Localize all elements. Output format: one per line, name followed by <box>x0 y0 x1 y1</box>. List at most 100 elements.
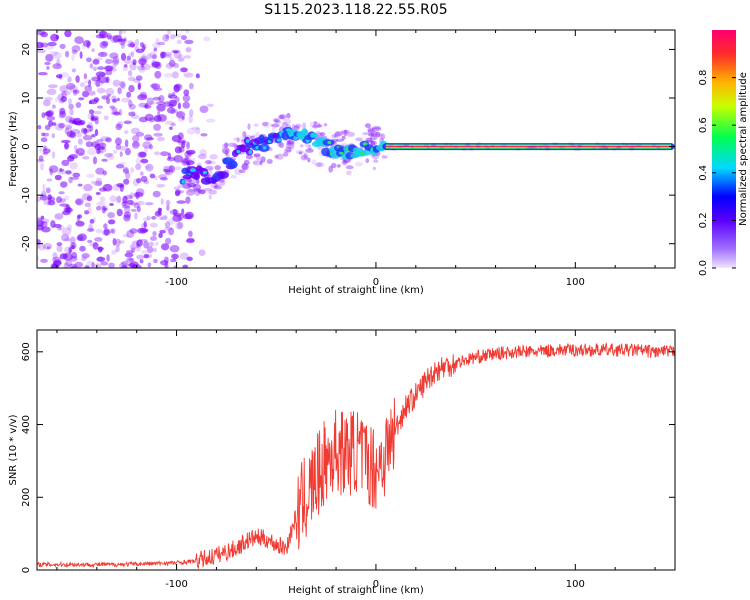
spectrogram-noise-point <box>111 95 117 103</box>
spectrogram-noise-point <box>120 41 125 49</box>
spectrogram-band-halo <box>448 142 454 146</box>
spectrogram-halo-point <box>287 140 295 145</box>
spectrogram-noise-point <box>150 236 157 241</box>
spectrogram-noise-point <box>170 258 177 263</box>
spectrogram-noise-point <box>91 133 96 138</box>
spectrogram-noise-point <box>133 202 140 209</box>
spectrogram-noise-point <box>156 104 166 112</box>
spectrogram-noise-point <box>59 168 65 172</box>
spectrogram-ridge-core <box>303 130 308 134</box>
spectrogram-halo-point <box>291 123 296 130</box>
spectrogram-noise-point <box>125 250 135 254</box>
spectrogram-ridge-point <box>227 160 238 169</box>
spectrogram-noise-point <box>134 39 140 47</box>
spectrogram-halo-point <box>184 155 189 161</box>
spectrogram-noise-point <box>67 224 73 231</box>
spectrogram-noise-point <box>59 203 69 207</box>
spectrogram-noise-point <box>41 132 46 137</box>
spectrogram-noise-point <box>51 151 56 159</box>
spectrogram-noise-point <box>156 183 165 188</box>
spectrogram-noise-point <box>52 51 62 60</box>
spectrogram-noise-point <box>46 88 57 96</box>
spectrogram-noise-point <box>61 210 71 216</box>
spectrogram-noise-point <box>116 121 124 129</box>
spectrogram-halo-point <box>369 133 376 137</box>
spectrogram-noise-point <box>185 47 192 53</box>
spectrogram-noise-point <box>135 75 143 81</box>
spectrogram-noise-point <box>138 151 147 158</box>
spectrogram-noise-point <box>57 227 63 231</box>
spectrogram-halo-point <box>330 162 337 169</box>
spectrogram-band-halo <box>551 142 559 146</box>
spectrogram-noise-point <box>84 202 91 207</box>
spectrogram-halo-point <box>236 137 240 143</box>
spectrogram-ridge-core <box>236 149 241 154</box>
spectrogram-halo-point <box>278 142 285 149</box>
spectrogram-halo-point <box>311 159 316 166</box>
spectrogram-noise-point <box>59 72 69 78</box>
spectrogram-noise-point <box>108 262 115 268</box>
spectrogram-halo-point <box>249 135 256 139</box>
spectrogram-noise-point <box>74 121 78 125</box>
spectrogram-x-tick-label: 0 <box>373 277 379 288</box>
spectrogram-noise-point <box>205 118 216 123</box>
spectrogram-noise-point <box>47 200 56 206</box>
spectrogram-noise-point <box>103 115 109 120</box>
spectrogram-noise-point <box>46 178 53 182</box>
spectrogram-noise-point <box>170 122 176 127</box>
spectrogram-noise-point <box>142 217 149 221</box>
spectrogram-noise-point <box>96 105 104 109</box>
spectrogram-noise-point <box>66 125 72 131</box>
snr-y-tick-label: 200 <box>21 488 32 507</box>
spectrogram-noise-point <box>37 217 42 221</box>
spectrogram-noise-point <box>135 132 145 137</box>
spectrogram-noise-point <box>43 198 52 206</box>
snr-frame <box>36 329 676 571</box>
spectrogram-band-halo <box>426 146 431 150</box>
spectrogram-halo-point <box>323 123 328 127</box>
spectrogram-noise-point <box>152 231 157 237</box>
spectrogram-noise-point <box>188 230 193 237</box>
spectrogram-noise-point <box>151 59 157 66</box>
spectrogram-halo-point <box>209 171 213 176</box>
spectrogram-noise-point <box>41 112 46 119</box>
spectrogram-noise-point <box>117 87 122 95</box>
spectrogram-noise-point <box>103 223 108 230</box>
spectrogram-halo-point <box>208 168 213 173</box>
spectrogram-noise-point <box>128 257 134 262</box>
spectrogram-noise-point <box>40 137 48 143</box>
spectrogram-band-halo <box>574 148 578 151</box>
spectrogram-noise-point <box>42 183 46 192</box>
spectrogram-noise-point <box>123 59 132 65</box>
spectrogram-noise-point <box>145 202 154 206</box>
spectrogram-noise-point <box>159 229 166 234</box>
snr-x-axis-label: Height of straight line (km) <box>288 585 424 596</box>
spectrogram-noise-point <box>66 131 76 138</box>
spectrogram-noise-point <box>149 222 158 228</box>
spectrogram-noise-point <box>138 58 147 66</box>
spectrogram-noise-point <box>173 186 180 191</box>
spectrogram-noise-point <box>111 107 118 113</box>
spectrogram-noise-point <box>55 74 63 79</box>
spectrogram-band-halo <box>531 146 538 150</box>
spectrogram-noise-point <box>140 158 149 164</box>
spectrogram-ridge-point <box>362 149 371 156</box>
spectrogram-halo-point <box>194 189 201 197</box>
spectrogram-halo-point <box>372 166 376 171</box>
spectrogram-noise-point <box>123 214 131 222</box>
spectrogram-noise-point <box>182 213 193 220</box>
spectrogram-band-halo <box>410 145 414 149</box>
colorbar-label: Normalized spectral amplitude <box>738 72 749 226</box>
spectrogram-noise-point <box>79 82 85 88</box>
spectrogram-marks <box>37 30 675 268</box>
spectrogram-noise-point <box>106 97 111 105</box>
spectrogram-band-halo <box>501 144 507 148</box>
spectrogram-noise-point <box>94 128 99 137</box>
spectrogram-halo-point <box>273 118 280 123</box>
spectrogram-halo-point <box>178 190 185 194</box>
spectrogram-band-halo <box>629 142 635 146</box>
spectrogram-noise-point <box>97 51 108 58</box>
spectrogram-y-tick-label: 0 <box>21 143 32 149</box>
spectrogram-noise-point <box>59 111 67 118</box>
spectrogram-noise-point <box>72 172 81 178</box>
